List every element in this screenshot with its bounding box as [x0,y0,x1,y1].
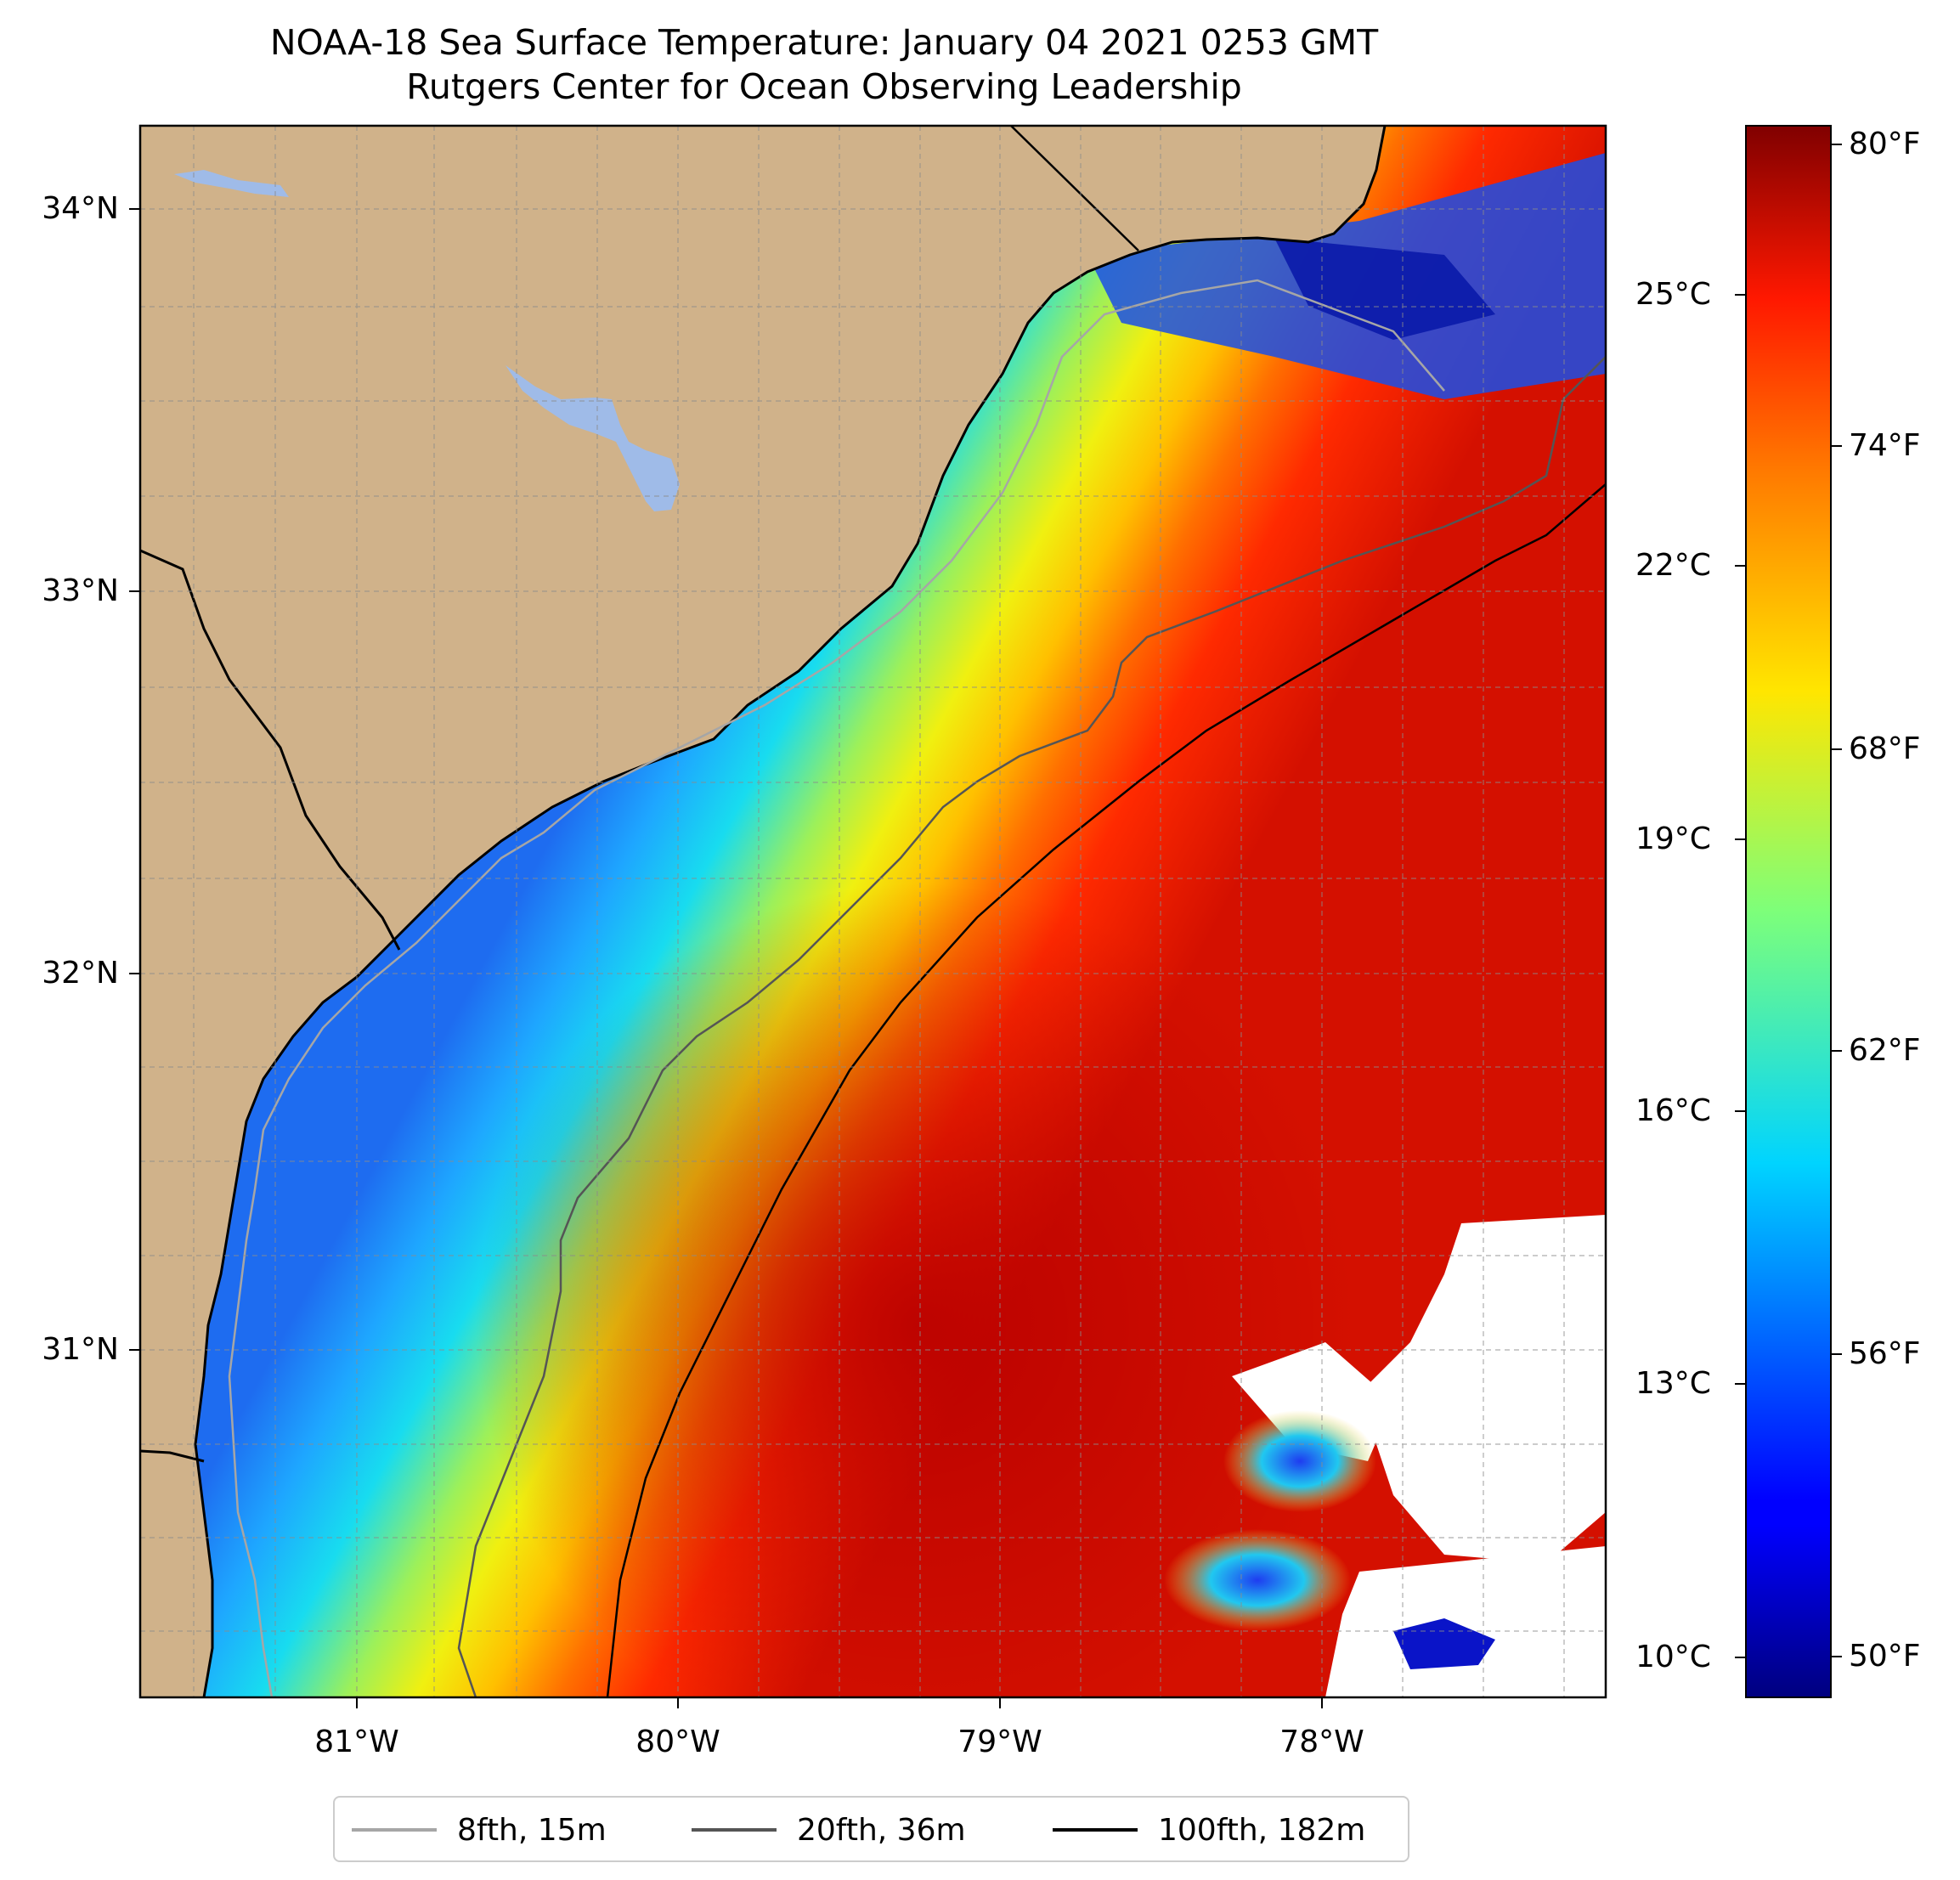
colorbar-fahrenheit-label: 68°F [1849,731,1921,766]
colorbar-fahrenheit-label: 74°F [1849,428,1921,463]
map-subtitle: Rutgers Center for Ocean Observing Leade… [406,66,1242,107]
legend-item-8fth: 8fth, 15m [352,1811,607,1849]
lat-label: 33°N [42,573,119,608]
lon-label: 79°W [957,1725,1042,1759]
land [140,126,1385,1697]
legend-label: 8fth, 15m [457,1812,607,1848]
isobath-8fth [228,279,1445,1697]
colorbar-celsius-label: 16°C [1635,1093,1711,1128]
colorbar-fahrenheit-label: 56°F [1849,1336,1921,1371]
colorbar-fahrenheit-label: 50°F [1849,1639,1921,1674]
legend-line-swatch [1053,1828,1138,1832]
isobath-20fth [457,356,1606,1697]
legend-item-20fth: 20fth, 36m [692,1811,966,1849]
colorbar-celsius-label: 13°C [1635,1366,1711,1401]
legend-line-swatch [692,1828,777,1832]
lon-label: 80°W [635,1725,720,1759]
lat-label: 34°N [42,191,119,226]
colorbar-celsius-label: 10°C [1635,1640,1711,1674]
map-frame [138,124,1607,1699]
gridlines [140,126,1606,1697]
lat-label: 32°N [42,956,119,991]
state-border-nc-sc [1010,126,1139,251]
colorbar-fahrenheit-label: 80°F [1849,127,1921,161]
lake-marion [174,170,289,197]
cloud-mask [1325,1546,1606,1697]
isobath-legend: 8fth, 15m 20fth, 36m 100fth, 182m [333,1796,1409,1862]
legend-line-swatch [352,1828,437,1832]
cold-patch [1164,1529,1351,1631]
map-title: NOAA-18 Sea Surface Temperature: January… [269,22,1379,63]
legend-label: 20fth, 36m [797,1812,966,1848]
colorbar-celsius-label: 19°C [1635,821,1711,856]
colorbar-celsius-label: 25°C [1635,277,1711,312]
lat-label: 31°N [42,1332,119,1367]
state-border-sc-ga [140,549,401,951]
cold-pool [1274,238,1495,340]
colorbar-fahrenheit-label: 62°F [1849,1033,1921,1068]
legend-label: 100fth, 182m [1158,1812,1366,1848]
colorbar [1745,125,1832,1698]
colorbar-celsius-label: 22°C [1635,548,1711,583]
lon-label: 78°W [1279,1725,1364,1759]
lon-label: 81°W [314,1725,399,1759]
legend-item-100fth: 100fth, 182m [1053,1811,1365,1849]
cloud-mask [1359,1215,1606,1563]
cold-patch [1223,1410,1376,1512]
isobath-100fth [606,483,1606,1697]
axis-ticks [129,208,1323,1708]
lake-moultrie [506,365,680,511]
colorbar-ticks [1735,144,1842,1658]
state-border-ga-fl [140,1449,205,1463]
